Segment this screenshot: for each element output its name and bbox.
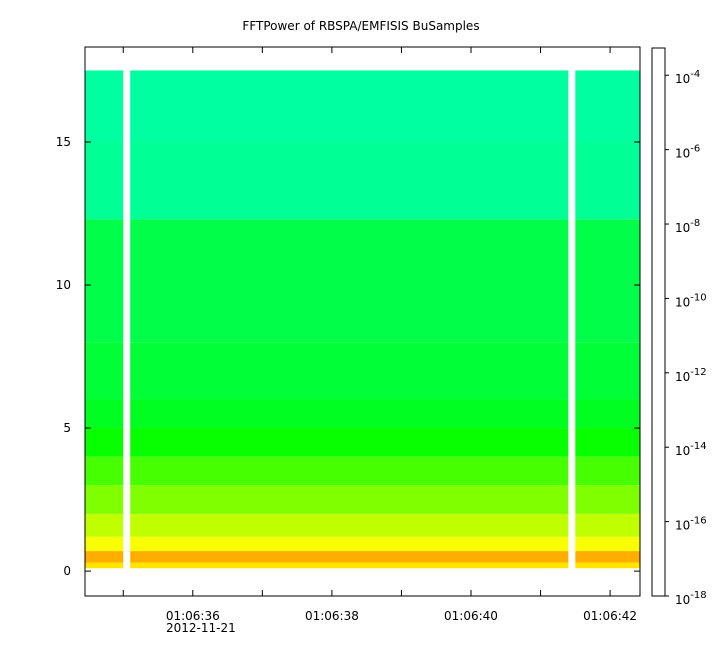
cell	[85, 219, 124, 343]
tick-exponent: -4	[690, 69, 700, 80]
colorbar-tick-label: 10-16	[675, 516, 707, 533]
y-tick-label: 15	[56, 135, 71, 149]
cell	[575, 513, 640, 537]
colorbar-tick-label: 10-4	[675, 69, 700, 86]
colorbar	[651, 47, 666, 597]
tick-base: 10	[675, 147, 690, 161]
colorbar-tick-label: 10-14	[675, 441, 707, 458]
x-tick-label: 01:06:38	[305, 609, 359, 623]
tick-exponent: -16	[690, 516, 706, 527]
x-tick-label: 01:06:40	[444, 609, 498, 623]
cell	[130, 536, 569, 552]
plot-frame	[84, 46, 641, 597]
cell	[130, 513, 569, 537]
tick-base: 10	[675, 444, 690, 458]
tick-base: 10	[675, 593, 690, 607]
colorbar-tick-label: 10-8	[675, 218, 700, 235]
colorbar-tick-label: 10-6	[675, 144, 700, 161]
cell	[575, 342, 640, 400]
x-tick-label: 01:06:36	[166, 609, 220, 623]
cell	[130, 70, 569, 142]
cell	[575, 428, 640, 457]
tick-exponent: -14	[690, 441, 706, 452]
cell	[85, 399, 124, 429]
cell	[85, 562, 124, 569]
chart-title: FFTPower of RBSPA/EMFISIS BuSamples	[242, 19, 479, 33]
tick-base: 10	[675, 221, 690, 235]
cell	[575, 141, 640, 220]
cell	[85, 513, 124, 537]
cell	[130, 141, 569, 220]
cell	[85, 456, 124, 486]
cell	[575, 536, 640, 552]
cell	[85, 70, 124, 142]
colorbar-tick-label: 10-10	[675, 292, 707, 309]
cell	[130, 551, 569, 563]
x-tick-label: 01:06:42	[583, 609, 637, 623]
tick-exponent: -6	[690, 144, 700, 155]
cell	[85, 485, 124, 514]
cell	[130, 342, 569, 400]
tick-exponent: -18	[690, 590, 706, 601]
tick-base: 10	[675, 519, 690, 533]
cell	[575, 219, 640, 343]
cell	[130, 485, 569, 514]
y-tick-label: 0	[63, 564, 71, 578]
cell	[85, 141, 124, 220]
cell	[575, 551, 640, 563]
tick-base: 10	[675, 370, 690, 384]
y-tick-label: 5	[63, 421, 71, 435]
tick-exponent: -8	[690, 218, 700, 229]
cell	[130, 456, 569, 486]
cell	[85, 551, 124, 563]
y-tick-label: 10	[56, 278, 71, 292]
cell	[130, 428, 569, 457]
cell	[85, 428, 124, 457]
cell	[575, 562, 640, 569]
cell	[130, 219, 569, 343]
tick-exponent: -10	[690, 292, 706, 303]
tick-exponent: -12	[690, 367, 706, 378]
tick-base: 10	[675, 295, 690, 309]
date-label: 2012-11-21	[166, 621, 236, 635]
cell	[85, 342, 124, 400]
cell	[575, 456, 640, 486]
cell	[85, 536, 124, 552]
cell	[130, 562, 569, 569]
cell	[130, 399, 569, 429]
colorbar-tick-label: 10-18	[675, 590, 707, 607]
tick-base: 10	[675, 72, 690, 86]
cell	[575, 70, 640, 142]
colorbar-tick-label: 10-12	[675, 367, 707, 384]
cell	[575, 399, 640, 429]
cell	[575, 485, 640, 514]
